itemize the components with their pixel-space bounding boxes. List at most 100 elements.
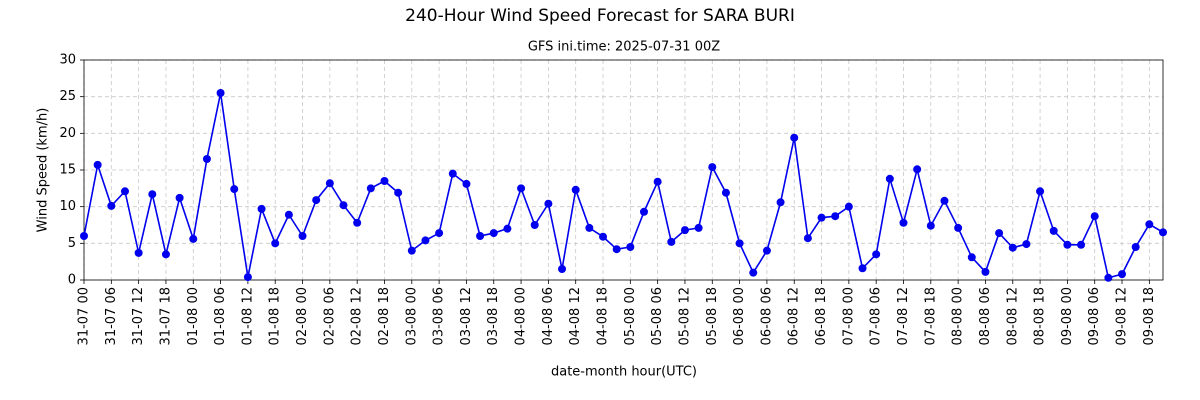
point <box>476 232 485 240</box>
x-tick-label: 02-08 18 <box>377 287 392 345</box>
y-tick-label: 5 <box>68 236 76 251</box>
point <box>803 234 812 243</box>
y-tick-label: 20 <box>59 126 76 141</box>
x-tick-label: 31-07 00 <box>77 287 92 345</box>
point <box>161 250 170 259</box>
point <box>954 223 963 232</box>
point <box>899 218 908 227</box>
point <box>995 229 1004 238</box>
point <box>1131 243 1140 251</box>
y-tick-label: 0 <box>68 273 76 288</box>
x-tick-label: 09-08 18 <box>1142 287 1157 345</box>
x-tick-label: 01-08 12 <box>240 287 255 345</box>
x-tick-label: 03-08 06 <box>432 287 447 345</box>
point <box>148 190 157 199</box>
x-tick-label: 02-08 12 <box>350 287 365 345</box>
point <box>680 226 689 235</box>
point <box>325 179 334 188</box>
point <box>1036 187 1045 196</box>
point <box>1145 220 1154 229</box>
x-tick-label: 06-08 18 <box>814 287 829 345</box>
x-tick-label: 06-08 12 <box>787 287 802 345</box>
point <box>844 202 853 211</box>
point <box>776 198 785 207</box>
x-tick-label: 08-08 12 <box>1005 287 1020 345</box>
point <box>872 250 881 259</box>
x-tick-label: 31-07 06 <box>104 287 119 345</box>
x-tick-label: 07-08 00 <box>841 287 856 345</box>
point <box>926 221 935 230</box>
x-tick-label: 04-08 12 <box>568 287 583 345</box>
point <box>107 201 116 210</box>
point <box>353 218 362 227</box>
point <box>517 184 526 193</box>
point <box>421 236 430 245</box>
point <box>271 239 280 248</box>
point <box>298 232 307 240</box>
point <box>380 177 389 185</box>
point <box>599 232 608 241</box>
point <box>448 169 457 178</box>
point <box>1049 226 1058 235</box>
point <box>981 267 990 276</box>
point <box>940 196 949 205</box>
point <box>339 201 348 210</box>
y-axis-label: Wind Speed (km/h) <box>36 108 51 233</box>
point <box>216 89 225 97</box>
x-tick-label: 04-08 00 <box>514 287 529 345</box>
point <box>653 177 662 186</box>
point <box>243 273 252 282</box>
x-tick-label: 05-08 06 <box>650 287 665 345</box>
point <box>721 188 730 197</box>
point <box>202 155 211 163</box>
point <box>1104 273 1113 282</box>
point <box>967 253 976 262</box>
x-tick-label: 03-08 18 <box>486 287 501 345</box>
x-tick-label: 02-08 00 <box>295 287 310 345</box>
y-tick-label: 10 <box>59 199 76 214</box>
x-tick-label: 02-08 06 <box>322 287 337 345</box>
x-axis-label: date-month hour(UTC) <box>551 365 697 380</box>
x-tick-label: 09-08 06 <box>1087 287 1102 345</box>
point <box>1118 270 1127 279</box>
point <box>831 212 840 221</box>
point <box>749 268 758 277</box>
x-tick-label: 01-08 06 <box>213 287 228 345</box>
point <box>284 210 293 219</box>
x-tick-label: 09-08 12 <box>1115 287 1130 345</box>
point <box>667 237 676 246</box>
x-tick-label: 05-08 00 <box>623 287 638 345</box>
point <box>735 239 744 248</box>
point <box>80 232 88 240</box>
point <box>93 160 102 169</box>
point <box>885 174 894 183</box>
point <box>312 196 321 205</box>
x-tick-label: 05-08 18 <box>705 287 720 345</box>
x-tick-label: 06-08 06 <box>759 287 774 345</box>
y-tick-label: 25 <box>59 89 76 104</box>
x-tick-label: 08-08 00 <box>951 287 966 345</box>
x-tick-label: 01-08 00 <box>186 287 201 345</box>
x-tick-label: 31-07 12 <box>131 287 146 345</box>
x-tick-label: 09-08 00 <box>1060 287 1075 345</box>
x-tick-label: 04-08 06 <box>541 287 556 345</box>
x-tick-label: 08-08 06 <box>978 287 993 345</box>
point <box>1008 243 1017 252</box>
point <box>366 184 375 193</box>
x-tick-label: 04-08 18 <box>596 287 611 345</box>
point <box>1090 212 1099 221</box>
x-tick-label: 08-08 18 <box>1033 287 1048 345</box>
point <box>394 188 403 197</box>
point <box>858 264 867 273</box>
y-tick-label: 30 <box>59 53 76 68</box>
point <box>462 179 471 188</box>
point <box>639 207 648 216</box>
point <box>230 185 239 194</box>
point <box>571 185 580 194</box>
plot-frame <box>83 59 1164 281</box>
point <box>189 234 198 243</box>
x-tick-label: 03-08 12 <box>459 287 474 345</box>
point <box>1077 240 1086 249</box>
point <box>762 246 771 255</box>
